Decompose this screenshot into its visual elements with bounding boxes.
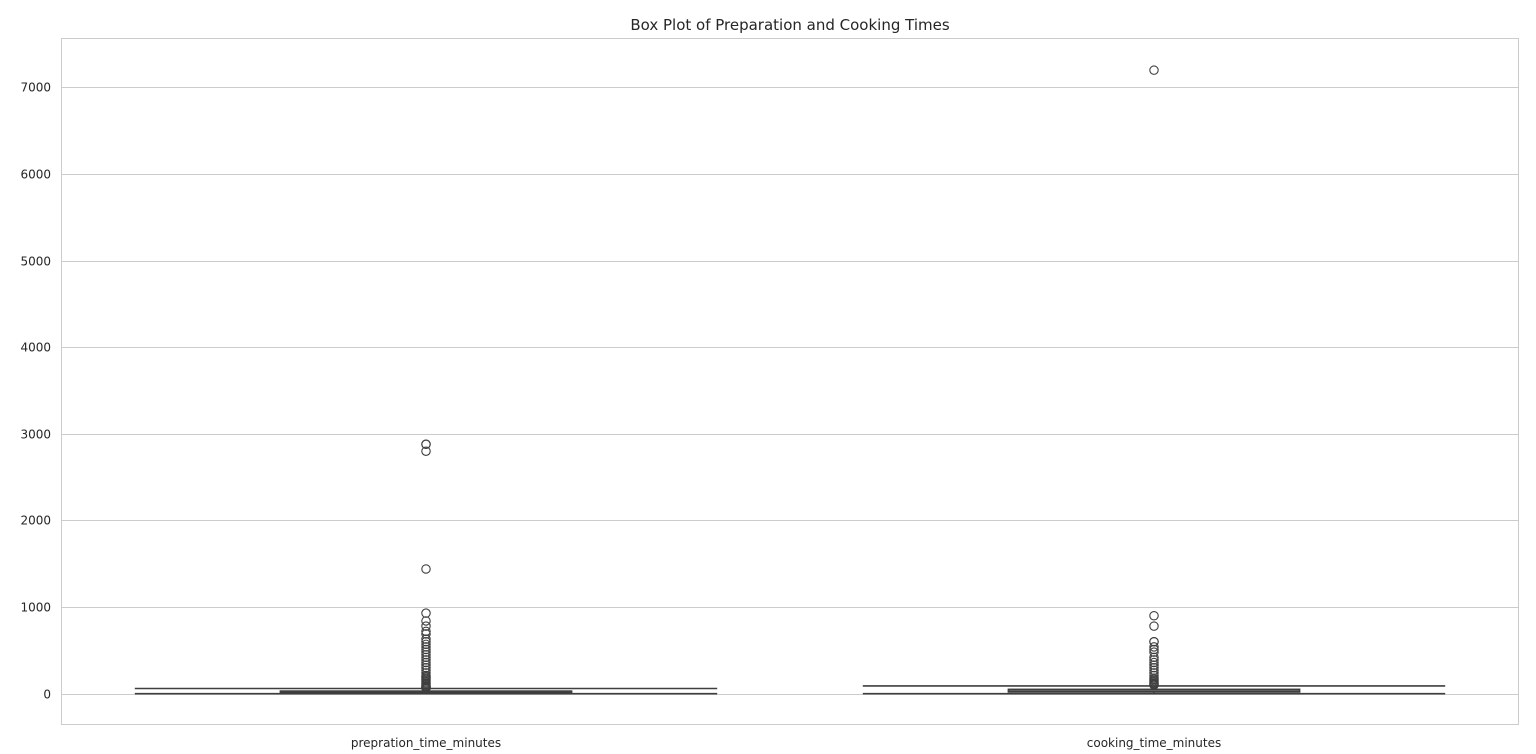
outlier-point <box>421 665 431 676</box>
y-tick-label: 7000 <box>20 81 51 95</box>
grid-lines <box>62 87 1518 695</box>
outlier-point <box>1149 680 1159 690</box>
outlier-point <box>421 446 431 456</box>
outlier-point <box>421 621 431 631</box>
y-tick-label: 6000 <box>20 168 51 182</box>
outlier-point <box>1149 65 1159 75</box>
outlier-point <box>421 564 431 574</box>
outlier-point <box>1149 657 1159 668</box>
outlier-point <box>421 626 431 637</box>
outlier-point <box>1149 660 1159 670</box>
outlier-point <box>1149 621 1159 631</box>
outlier-point <box>421 642 431 652</box>
outlier-point <box>421 644 431 655</box>
outlier-point <box>421 649 431 660</box>
outlier-point <box>421 439 431 450</box>
outlier-point <box>1149 655 1159 665</box>
outlier-point <box>1149 652 1159 663</box>
outlier-point <box>421 608 431 618</box>
y-tick-label: 0 <box>43 688 51 702</box>
box-prepration_time_minutes <box>134 439 718 695</box>
outlier-point <box>421 647 431 657</box>
outlier-point <box>1149 668 1159 678</box>
outlier-point <box>421 634 431 644</box>
outlier-point <box>421 616 431 626</box>
box-cooking_time_minutes <box>862 65 1446 695</box>
outlier-point <box>421 683 431 693</box>
outlier-point <box>421 657 431 668</box>
outlier-point <box>1149 647 1159 657</box>
outlier-point <box>1149 636 1159 647</box>
y-tick-label: 3000 <box>20 428 51 442</box>
outlier-point <box>1149 642 1159 652</box>
y-tick-label: 1000 <box>20 601 51 615</box>
outlier-point <box>421 660 431 670</box>
outlier-point <box>1149 665 1159 676</box>
outlier-point <box>421 639 431 650</box>
outlier-point <box>421 662 431 673</box>
outlier-point <box>421 655 431 665</box>
chart-title: Box Plot of Preparation and Cooking Time… <box>630 16 950 34</box>
outlier-point <box>1149 662 1159 673</box>
outlier-point <box>421 629 431 639</box>
outlier-point <box>421 636 431 647</box>
y-tick-label: 5000 <box>20 255 51 269</box>
plot-area <box>61 38 1519 725</box>
y-tick-label: 4000 <box>20 341 51 355</box>
x-tick-label: prepration_time_minutes <box>351 736 501 750</box>
y-tick-labels: 0 1000 2000 3000 4000 5000 6000 7000 <box>20 81 51 702</box>
boxes <box>134 65 1446 695</box>
outlier-point <box>1149 644 1159 655</box>
x-tick-labels: prepration_time_minutes cooking_time_minu… <box>351 736 1221 750</box>
outlier-point <box>421 668 431 678</box>
y-tick-label: 2000 <box>20 514 51 528</box>
x-tick-label: cooking_time_minutes <box>1087 736 1221 750</box>
outlier-point <box>421 652 431 663</box>
outlier-point <box>1149 611 1159 621</box>
